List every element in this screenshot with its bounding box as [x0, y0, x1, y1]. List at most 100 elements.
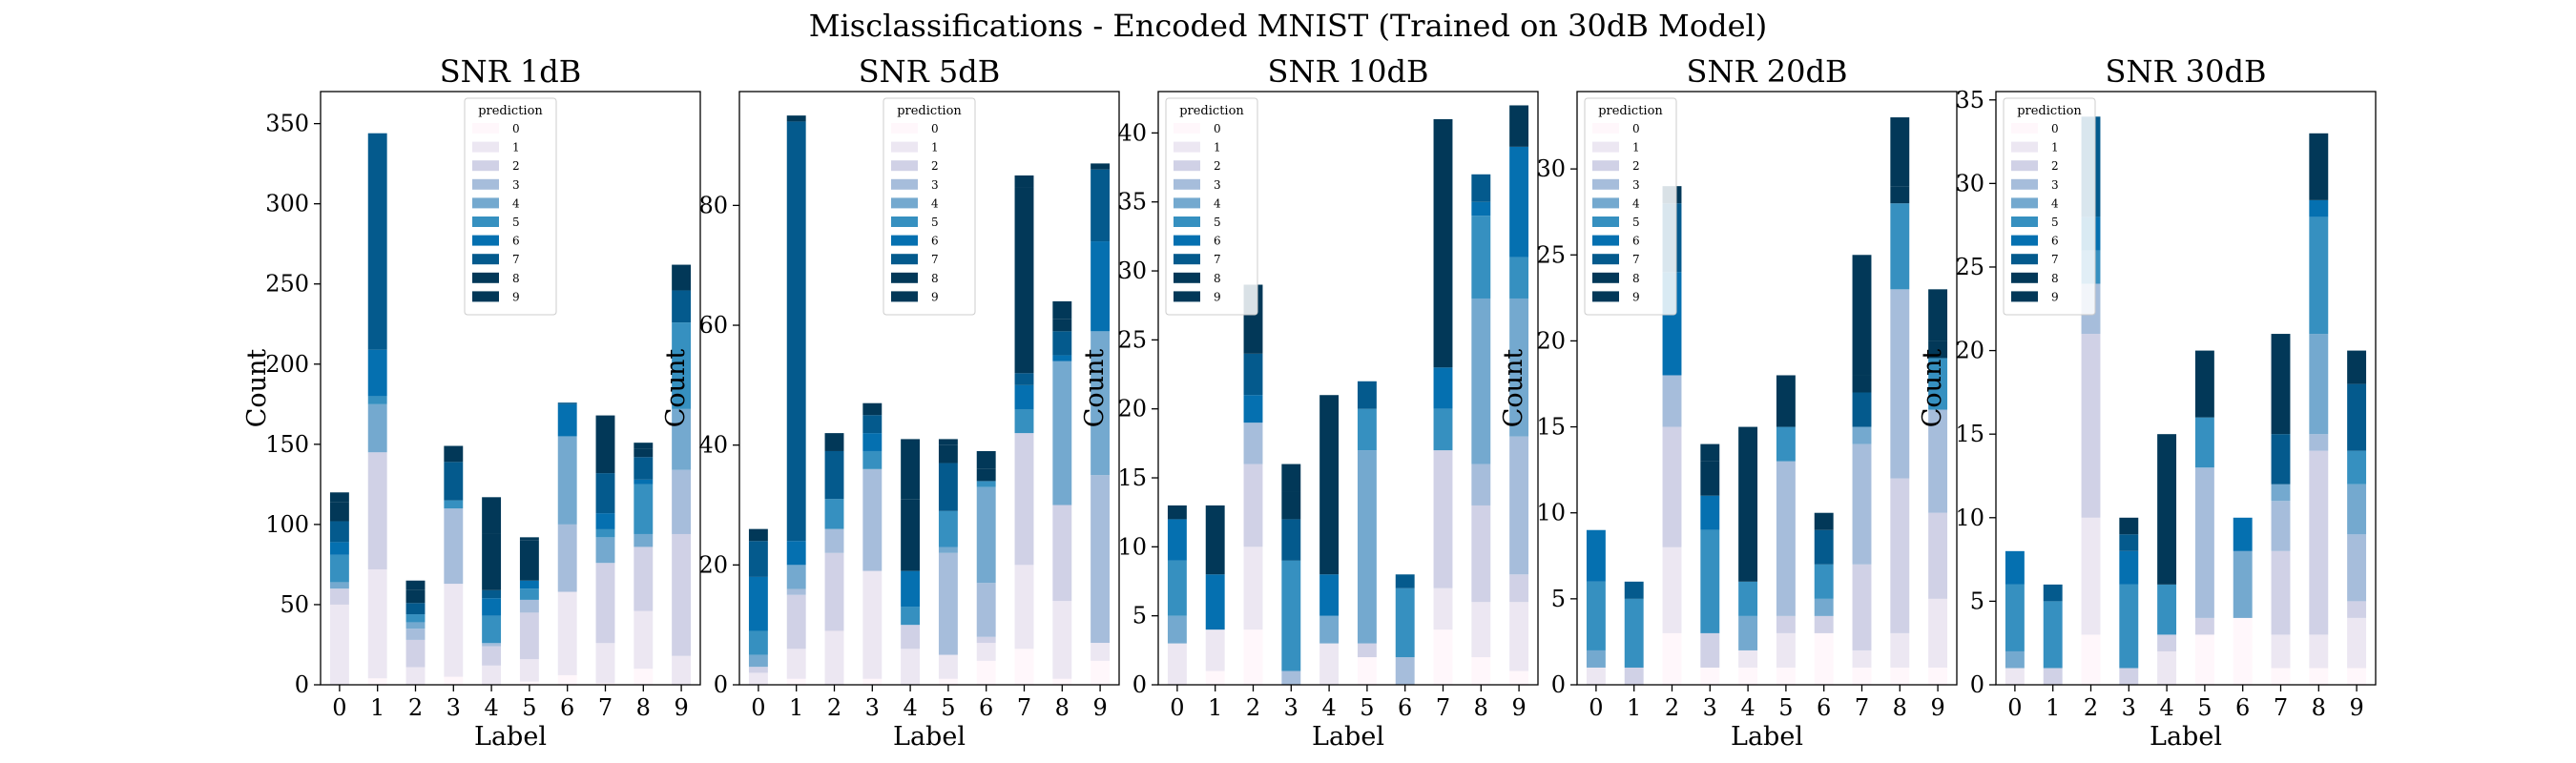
bar-segment-label-5-pred-1: [519, 659, 539, 682]
bar-segment-label-9-pred-3: [1509, 436, 1529, 575]
legend-label-4: 4: [1214, 196, 1221, 210]
legend-label-7: 7: [1214, 253, 1221, 266]
legend-title: prediction: [2017, 104, 2082, 118]
bar-segment-label-6-pred-0: [557, 674, 577, 685]
legend-label-0: 0: [512, 122, 520, 135]
x-tick-label: 6: [560, 694, 574, 721]
bar-segment-label-1-pred-7: [367, 133, 387, 350]
bar-segment-label-6-pred-2: [1814, 615, 1834, 633]
bar-segment-label-2-pred-1: [1662, 546, 1682, 633]
legend-swatch-1: [2011, 141, 2038, 153]
y-tick-label: 60: [698, 312, 728, 339]
bar-segment-label-6-pred-7: [1395, 574, 1415, 588]
bar-segment-label-9-pred-9: [1928, 289, 1948, 341]
bar-segment-label-1-pred-7: [786, 121, 806, 542]
bar-segment-label-0-pred-4: [748, 654, 768, 668]
bar-segment-label-1-pred-6: [1205, 574, 1225, 630]
bar-segment-label-5-pred-2: [1357, 643, 1377, 658]
x-tick-label: 2: [827, 694, 841, 721]
bar-segment-label-5-pred-7: [938, 463, 958, 511]
bar-segment-label-2-pred-8: [405, 589, 426, 604]
bar-segment-label-8-pred-9: [634, 443, 654, 449]
y-tick-label: 20: [1117, 396, 1147, 423]
bar-segment-label-0-pred-4: [2005, 650, 2025, 669]
bar-segment-label-8-pred-6: [634, 479, 654, 485]
bar-segment-label-7-pred-2: [1852, 564, 1872, 650]
legend-swatch-0: [891, 123, 918, 134]
bar-segment-label-8-pred-0: [634, 669, 654, 685]
bar-segment-label-3-pred-5: [2119, 584, 2139, 669]
bar-segment-label-8-pred-0: [1471, 657, 1491, 685]
bar-segment-label-8-pred-1: [1890, 632, 1910, 668]
x-tick-label: 3: [1703, 694, 1717, 721]
bar-segment-label-9-pred-5: [2347, 450, 2367, 485]
legend-label-3: 3: [931, 178, 939, 192]
bar-segment-label-3-pred-5: [1700, 529, 1720, 633]
bar-segment-label-2-pred-2: [1243, 464, 1263, 547]
bar-segment-label-3-pred-2: [2119, 668, 2139, 685]
bar-segment-label-4-pred-5: [901, 607, 921, 626]
bar-segment-label-3-pred-1: [862, 570, 883, 679]
bar-segment-label-0-pred-5: [1586, 581, 1606, 650]
bar-segment-label-4-pred-6: [1319, 574, 1340, 616]
x-axis-label: Label: [893, 722, 966, 752]
legend-swatch-6: [1592, 235, 1619, 246]
bar-segment-label-8-pred-1: [1052, 601, 1072, 679]
figure-title: Misclassifications - Encoded MNIST (Trai…: [809, 8, 1767, 44]
y-axis-label: Count: [242, 349, 272, 428]
bar-segment-label-0-pred-4: [1167, 615, 1187, 644]
legend-label-3: 3: [1214, 178, 1221, 192]
x-tick-label: 5: [1778, 694, 1793, 721]
x-tick-label: 6: [1398, 694, 1412, 721]
legend-swatch-9: [1174, 291, 1200, 302]
legend-swatch-5: [1174, 217, 1200, 227]
legend-swatch-6: [2011, 235, 2038, 246]
legend-swatch-5: [2011, 217, 2038, 227]
legend-label-0: 0: [1214, 122, 1221, 135]
bar-segment-label-5-pred-5: [938, 510, 958, 547]
legend-label-4: 4: [931, 196, 939, 210]
bar-segment-label-3-pred-7: [444, 462, 464, 501]
bar-segment-label-6-pred-0: [2233, 617, 2253, 685]
bar-segment-label-7-pred-6: [1433, 367, 1453, 409]
legend-swatch-8: [1592, 272, 1619, 283]
bar-segment-label-8-pred-6: [1052, 355, 1072, 361]
bar-segment-label-1-pred-4: [786, 565, 806, 589]
bar-segment-label-6-pred-9: [976, 450, 996, 469]
x-axis-label: Label: [1731, 722, 1803, 752]
legend-label-2: 2: [931, 159, 939, 173]
bar-segment-label-2-pred-7: [405, 603, 426, 615]
bar-segment-label-3-pred-8: [1281, 491, 1301, 520]
x-tick-label: 0: [1170, 694, 1184, 721]
legend-title: prediction: [897, 104, 962, 118]
subplot-title: SNR 30dB: [2106, 53, 2267, 90]
bar-segment-label-9-pred-3: [672, 469, 692, 534]
bar-segment-label-4-pred-5: [1738, 581, 1758, 616]
x-tick-label: 4: [1740, 694, 1755, 721]
bar-segment-label-1-pred-1: [1205, 629, 1225, 671]
bar-segment-label-3-pred-0: [862, 678, 883, 685]
bar-segment-label-2-pred-0: [2081, 634, 2101, 685]
legend-swatch-2: [1174, 160, 1200, 172]
bar-segment-label-5-pred-3: [938, 552, 958, 655]
y-tick-label: 35: [1955, 87, 1984, 113]
x-tick-label: 1: [1627, 694, 1641, 721]
bar-segment-label-2-pred-0: [1662, 632, 1682, 685]
bar-segment-label-6-pred-6: [557, 403, 577, 437]
y-tick-label: 15: [1117, 464, 1147, 491]
bar-segment-label-1-pred-2: [2043, 668, 2063, 685]
legend-label-0: 0: [2051, 122, 2059, 135]
legend-title: prediction: [478, 104, 543, 118]
bar-segment-label-4-pred-1: [2157, 650, 2177, 685]
bar-segment-label-9-pred-9: [2347, 350, 2367, 384]
bar-segment-label-6-pred-5: [1814, 564, 1834, 599]
y-tick-label: 150: [265, 431, 309, 458]
legend-label-7: 7: [931, 253, 939, 266]
bar-segment-label-3-pred-1: [444, 584, 464, 677]
bar-segment-label-6-pred-8: [976, 468, 996, 482]
bar-segment-label-8-pred-2: [634, 546, 654, 611]
y-axis-label: Count: [661, 349, 691, 428]
bar-segment-label-8-pred-8: [1890, 186, 1910, 204]
